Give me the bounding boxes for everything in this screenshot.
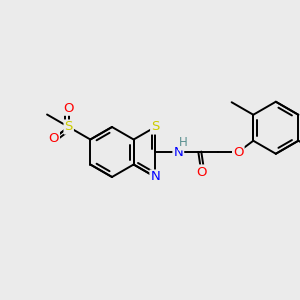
Text: S: S bbox=[64, 121, 73, 134]
Text: O: O bbox=[48, 132, 59, 145]
Text: O: O bbox=[196, 166, 207, 178]
Text: O: O bbox=[233, 146, 244, 158]
Text: O: O bbox=[63, 102, 74, 115]
Text: H: H bbox=[179, 136, 188, 149]
Text: S: S bbox=[151, 121, 160, 134]
Text: N: N bbox=[150, 170, 160, 184]
Text: N: N bbox=[173, 146, 183, 158]
